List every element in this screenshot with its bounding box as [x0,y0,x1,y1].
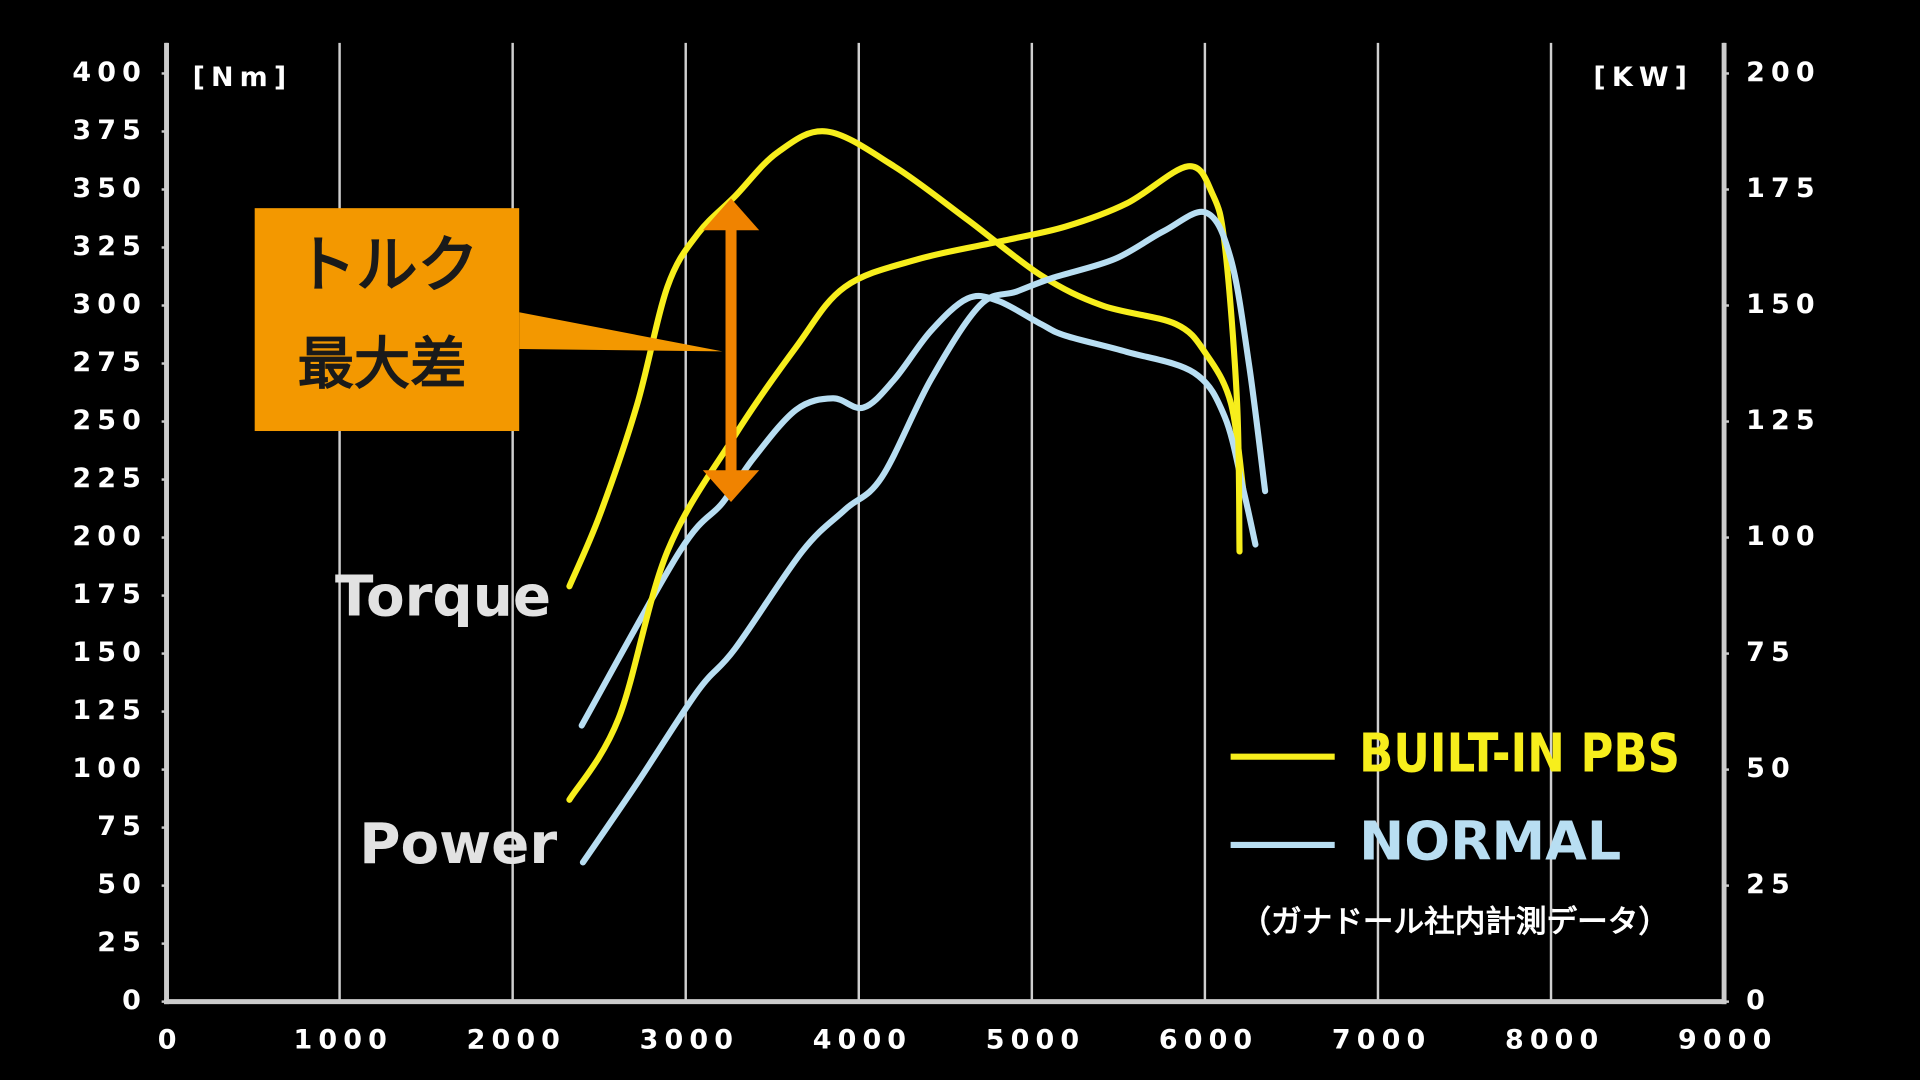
x-tick-label: 8000 [1505,1024,1604,1055]
callout-line: 最大差 [298,332,467,397]
y2-tick-label: 50 [1746,753,1796,784]
x-tick-label: 3000 [640,1024,739,1055]
arrow-head [702,198,760,231]
legend: BUILT-IN PBS NORMAL [1230,721,1680,873]
series-line [579,208,1269,866]
y-tick-label: 75 [97,811,147,842]
x-tick-label: 7000 [1332,1024,1431,1055]
note: （ガナドール社内計測データ） [1240,904,1669,940]
x-tick-label: 5000 [986,1024,1085,1055]
y-tick-label: 100 [72,753,147,784]
x-tick-label: 2000 [467,1024,566,1055]
series-line [566,128,1247,590]
y2-tick-label: 200 [1746,57,1821,88]
x-tick-label: 4000 [813,1024,912,1055]
torque-label: Torque [335,565,551,630]
x-tick-label: 1000 [294,1024,393,1055]
y-tick-label: 225 [72,463,147,494]
arrow-head [702,470,760,503]
x-tick-label: 9000 [1678,1024,1777,1055]
y-unit: [Nm] [193,62,293,93]
lines [566,128,1269,866]
y2-tick-label: 0 [1746,985,1771,1016]
x-tick-label: 0 [158,1024,183,1055]
y-tick-label: 0 [122,985,147,1016]
y-tick-label: 325 [72,231,147,262]
y-tick-label: 50 [97,869,147,900]
legend-label: BUILT-IN PBS [1359,721,1680,784]
y2-tick-label: 175 [1746,173,1821,204]
y-tick-label: 300 [72,289,147,320]
y2-tick-label: 125 [1746,405,1821,436]
y-tick-label: 375 [72,115,147,146]
y-tick-label: 150 [72,637,147,668]
y-tick-label: 275 [72,347,147,378]
y2-tick-label: 25 [1746,869,1796,900]
y-tick-label: 25 [97,927,147,958]
y-tick-label: 400 [72,57,147,88]
callout-line: トルク [295,230,479,301]
y-tick-label: 250 [72,405,147,436]
y2-tick-label: 150 [1746,289,1821,320]
y-tick-label: 125 [72,695,147,726]
y2-tick-label: 75 [1746,637,1796,668]
x-tick-label: 6000 [1159,1024,1258,1055]
y-tick-label: 200 [72,521,147,552]
callout-box [254,208,520,432]
y-tick-label: 350 [72,173,147,204]
legend-label: NORMAL [1359,810,1621,873]
power-label: Power [359,812,557,877]
y2-tick-label: 100 [1746,521,1821,552]
y-tick-label: 175 [72,579,147,610]
y2-unit: [KW] [1593,62,1693,93]
